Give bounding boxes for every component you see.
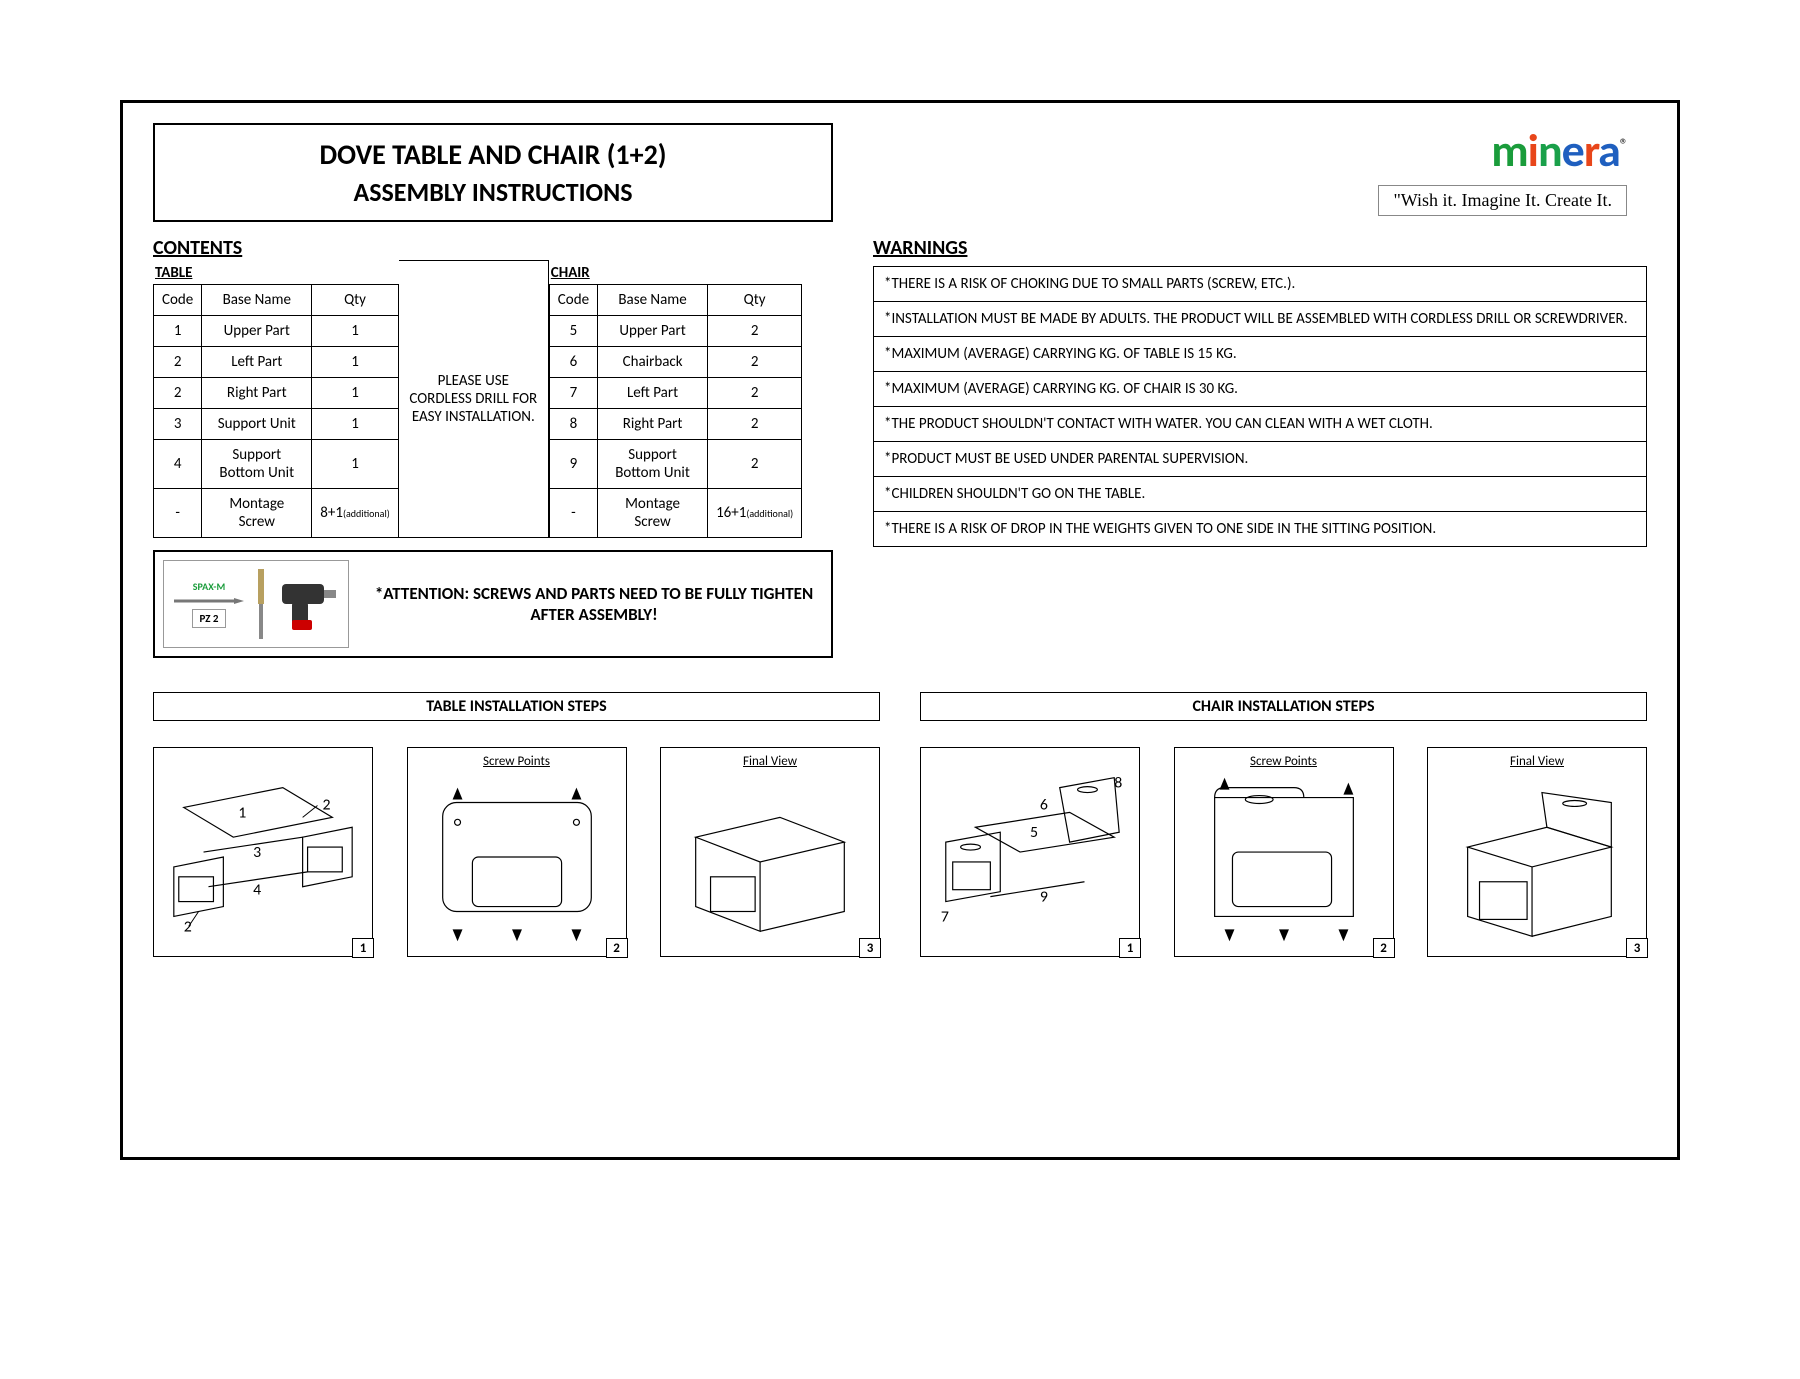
table-row: 7Left Part2	[549, 378, 801, 409]
warning-row: *PRODUCT MUST BE USED UNDER PARENTAL SUP…	[874, 442, 1647, 477]
warning-row: *MAXIMUM (AVERAGE) CARRYING KG. OF CHAIR…	[874, 372, 1647, 407]
logo-area: minera® "Wish it. Imagine It. Create It.	[873, 123, 1647, 222]
content-row: CONTENTS TABLE CodeBase NameQty1Upper Pa…	[153, 236, 1647, 658]
column-header: Code	[154, 285, 202, 316]
table-row: 2Left Part1	[154, 347, 399, 378]
table-row: 2Right Part1	[154, 378, 399, 409]
chair-final-diagram	[1428, 748, 1646, 956]
title-line-2: ASSEMBLY INSTRUCTIONS	[175, 176, 811, 208]
tool-box: SPAX-M PZ 2	[163, 560, 349, 648]
warning-row: *MAXIMUM (AVERAGE) CARRYING KG. OF TABLE…	[874, 337, 1647, 372]
table-step-1: 1 2 3 4 2 1	[153, 747, 373, 957]
drill-note: PLEASE USE CORDLESS DRILL FOR EASY INSTA…	[399, 260, 549, 538]
table-row: 5Upper Part2	[549, 316, 801, 347]
steps-row: TABLE INSTALLATION STEPS	[153, 692, 1647, 957]
warning-row: *CHILDREN SHOULDN'T GO ON THE TABLE.	[874, 477, 1647, 512]
attention-text: *ATTENTION: SCREWS AND PARTS NEED TO BE …	[357, 573, 831, 635]
header-row: DOVE TABLE AND CHAIR (1+2) ASSEMBLY INST…	[153, 123, 1647, 222]
attention-row: SPAX-M PZ 2 *ATTENTION: SCREWS AND PARTS…	[153, 550, 833, 658]
screw-brand: SPAX-M	[193, 580, 225, 593]
title-box: DOVE TABLE AND CHAIR (1+2) ASSEMBLY INST…	[153, 123, 833, 222]
step-number: 1	[1119, 938, 1141, 958]
table-step-2: Screw Points 2	[407, 747, 627, 957]
chair-steps: CHAIR INSTALLATION STEPS	[920, 692, 1647, 957]
warnings-column: WARNINGS *THERE IS A RISK OF CHOKING DUE…	[873, 236, 1647, 658]
table-row: 4Support Bottom Unit1	[154, 440, 399, 489]
chair-step-3: Final View 3	[1427, 747, 1647, 957]
warning-row: *THERE IS A RISK OF CHOKING DUE TO SMALL…	[874, 267, 1647, 302]
table-row: 8Right Part2	[549, 409, 801, 440]
table-final-diagram	[661, 748, 879, 956]
table-steps-title: TABLE INSTALLATION STEPS	[153, 692, 880, 721]
svg-text:9: 9	[1040, 888, 1048, 907]
chair-step-2: Screw Points	[1174, 747, 1394, 957]
table-subtitle: TABLE	[155, 264, 399, 282]
screw-icon	[174, 597, 244, 605]
chair-screw-diagram	[1175, 748, 1393, 956]
parts-tables: TABLE CodeBase NameQty1Upper Part12Left …	[153, 260, 833, 538]
chair-parts-list: CodeBase NameQty5Upper Part26Chairback27…	[549, 284, 802, 538]
table-row: 9Support Bottom Unit2	[549, 440, 801, 489]
svg-text:2: 2	[184, 917, 192, 936]
table-row: 6Chairback2	[549, 347, 801, 378]
chair-step-1: 5 6 7 8 9 1	[920, 747, 1140, 957]
svg-text:8: 8	[1114, 774, 1122, 793]
chair-exploded-diagram: 5 6 7 8 9	[921, 748, 1139, 956]
bit-label: PZ 2	[192, 609, 225, 628]
svg-text:7: 7	[941, 907, 949, 926]
table-parts-list: CodeBase NameQty1Upper Part12Left Part12…	[153, 284, 399, 538]
screwdriver-icon	[254, 569, 268, 639]
tagline: "Wish it. Imagine It. Create It.	[1378, 185, 1627, 216]
column-header: Qty	[312, 285, 399, 316]
warning-row: *INSTALLATION MUST BE MADE BY ADULTS. TH…	[874, 302, 1647, 337]
warning-row: *THE PRODUCT SHOULDN'T CONTACT WITH WATE…	[874, 407, 1647, 442]
table-row: 3Support Unit1	[154, 409, 399, 440]
warnings-title: WARNINGS	[873, 236, 1647, 260]
table-row: -Montage Screw8+1(additional)	[154, 489, 399, 538]
step-number: 2	[1373, 938, 1395, 958]
svg-text:2: 2	[322, 795, 330, 814]
contents-column: CONTENTS TABLE CodeBase NameQty1Upper Pa…	[153, 236, 833, 658]
svg-text:1: 1	[238, 803, 246, 822]
table-exploded-diagram: 1 2 3 4 2	[154, 748, 372, 956]
column-header: Qty	[708, 285, 802, 316]
warning-row: *THERE IS A RISK OF DROP IN THE WEIGHTS …	[874, 512, 1647, 547]
table-row: -Montage Screw16+1(additional)	[549, 489, 801, 538]
svg-text:3: 3	[253, 843, 261, 862]
column-header: Base Name	[202, 285, 312, 316]
registered-mark: ®	[1620, 136, 1627, 155]
svg-text:6: 6	[1040, 795, 1048, 814]
chair-steps-title: CHAIR INSTALLATION STEPS	[920, 692, 1647, 721]
table-step-3: Final View 3	[660, 747, 880, 957]
warnings-table: *THERE IS A RISK OF CHOKING DUE TO SMALL…	[873, 266, 1647, 547]
step-number: 3	[1626, 938, 1648, 958]
table-screw-diagram	[408, 748, 626, 956]
step-number: 2	[606, 938, 628, 958]
contents-title: CONTENTS	[153, 236, 833, 260]
title-line-1: DOVE TABLE AND CHAIR (1+2)	[175, 137, 811, 172]
step-number: 3	[859, 938, 881, 958]
step-number: 1	[352, 938, 374, 958]
table-steps: TABLE INSTALLATION STEPS	[153, 692, 880, 957]
page-frame: DOVE TABLE AND CHAIR (1+2) ASSEMBLY INST…	[120, 100, 1680, 1160]
chair-subtitle: CHAIR	[551, 264, 802, 282]
svg-text:4: 4	[253, 881, 261, 900]
drill-icon	[278, 574, 338, 634]
logo: minera®	[873, 123, 1627, 179]
column-header: Base Name	[598, 285, 708, 316]
table-row: 1Upper Part1	[154, 316, 399, 347]
column-header: Code	[549, 285, 597, 316]
svg-text:5: 5	[1030, 823, 1038, 842]
